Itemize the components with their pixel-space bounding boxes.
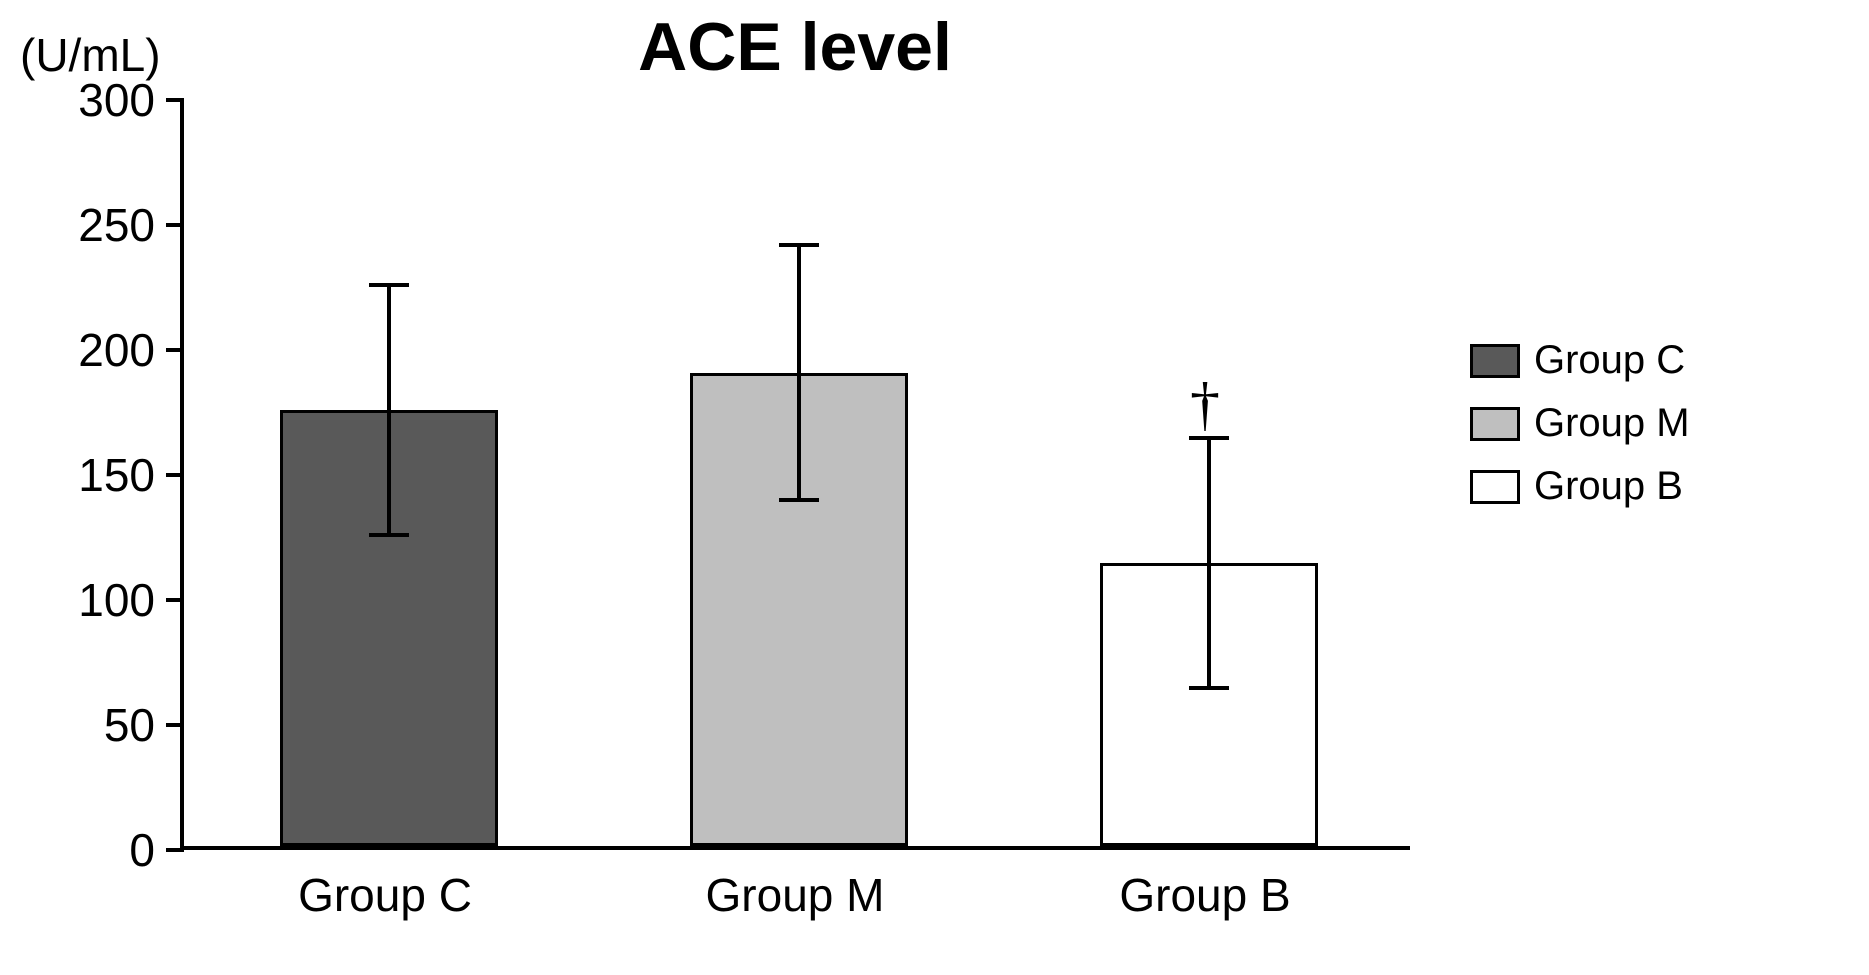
error-bar (797, 245, 801, 500)
legend-swatch (1470, 470, 1520, 504)
error-cap (1189, 686, 1229, 690)
legend-swatch (1470, 407, 1520, 441)
y-tick-label: 300 (60, 73, 155, 127)
x-category-label: Group M (706, 868, 885, 922)
y-tick-label: 250 (60, 198, 155, 252)
error-cap (369, 283, 409, 287)
plot-area (180, 100, 1410, 850)
legend-label: Group C (1534, 338, 1685, 383)
y-tick (166, 98, 184, 102)
legend-item: Group M (1470, 401, 1690, 446)
y-tick-label: 50 (60, 698, 155, 752)
legend: Group C Group M Group B (1470, 320, 1690, 527)
y-tick (166, 723, 184, 727)
y-tick-label: 200 (60, 323, 155, 377)
error-cap (369, 533, 409, 537)
chart-title: ACE level (180, 8, 1410, 86)
y-tick (166, 223, 184, 227)
x-category-label: Group B (1119, 868, 1290, 922)
x-category-label: Group C (298, 868, 472, 922)
y-tick (166, 598, 184, 602)
ace-level-bar-chart: ACE level (U/mL) Group CGroup MGroup B 0… (0, 0, 1869, 975)
y-tick-label: 0 (60, 823, 155, 877)
y-tick-label: 100 (60, 573, 155, 627)
error-bar (1207, 438, 1211, 688)
legend-item: Group B (1470, 464, 1690, 509)
y-tick (166, 473, 184, 477)
significance-marker: † (1190, 370, 1220, 439)
y-tick (166, 348, 184, 352)
y-tick (166, 848, 184, 852)
legend-label: Group B (1534, 464, 1683, 509)
legend-label: Group M (1534, 401, 1690, 446)
error-cap (779, 498, 819, 502)
error-cap (779, 243, 819, 247)
error-bar (387, 285, 391, 535)
legend-swatch (1470, 344, 1520, 378)
y-tick-label: 150 (60, 448, 155, 502)
legend-item: Group C (1470, 338, 1690, 383)
